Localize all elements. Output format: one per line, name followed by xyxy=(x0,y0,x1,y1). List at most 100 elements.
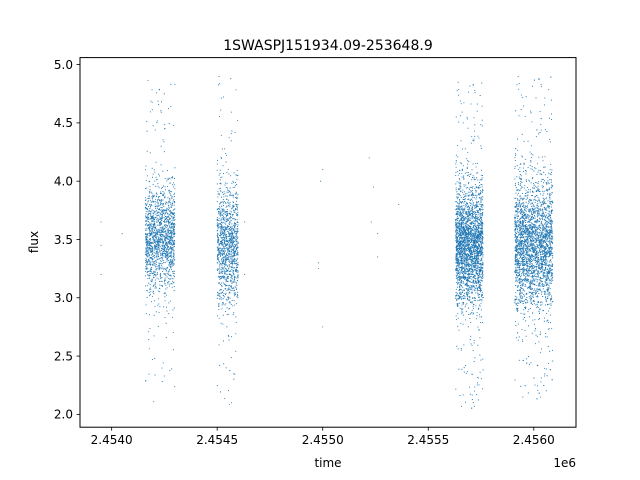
data-point xyxy=(219,223,221,225)
data-point xyxy=(172,261,174,263)
data-point xyxy=(234,243,236,245)
data-point xyxy=(156,215,159,217)
data-point xyxy=(223,266,226,268)
data-point xyxy=(170,194,172,196)
data-point xyxy=(478,286,480,289)
data-point xyxy=(157,202,159,204)
data-point xyxy=(224,272,226,274)
data-point xyxy=(167,235,169,237)
data-point xyxy=(148,251,150,254)
data-point xyxy=(225,198,227,200)
data-point xyxy=(228,194,231,196)
data-point xyxy=(157,236,159,238)
data-point xyxy=(226,219,228,221)
data-point xyxy=(459,209,461,211)
data-point xyxy=(227,298,229,300)
data-point xyxy=(149,244,151,247)
data-point xyxy=(461,169,463,171)
data-point xyxy=(149,218,151,220)
data-point xyxy=(456,272,458,274)
data-point xyxy=(159,241,161,244)
data-point xyxy=(230,357,232,359)
data-point xyxy=(471,237,473,239)
data-point xyxy=(220,322,222,324)
data-point xyxy=(170,215,173,217)
data-point xyxy=(227,288,229,290)
data-point xyxy=(171,219,173,222)
data-point xyxy=(168,255,171,257)
data-point xyxy=(145,267,147,269)
data-point xyxy=(149,225,151,227)
data-point xyxy=(165,211,167,213)
data-point xyxy=(171,239,173,241)
data-point xyxy=(157,211,159,213)
data-point xyxy=(473,267,475,269)
data-point xyxy=(236,296,238,298)
data-point xyxy=(233,274,235,276)
data-point xyxy=(157,220,160,222)
data-point xyxy=(169,226,171,228)
data-point xyxy=(230,78,232,80)
data-point xyxy=(469,244,471,246)
data-point xyxy=(463,221,465,223)
data-point xyxy=(467,307,470,309)
data-point xyxy=(457,206,459,208)
data-point xyxy=(157,203,159,205)
data-point xyxy=(165,269,167,271)
data-point xyxy=(170,248,173,250)
data-point xyxy=(160,207,162,209)
data-point xyxy=(234,245,237,247)
data-point xyxy=(233,287,235,289)
data-point xyxy=(462,308,464,310)
data-point xyxy=(149,205,151,207)
data-point xyxy=(477,263,479,265)
data-point xyxy=(463,274,465,276)
data-point xyxy=(160,235,162,237)
data-point xyxy=(236,174,238,176)
data-point xyxy=(233,245,235,247)
data-point xyxy=(231,243,233,246)
data-point xyxy=(474,92,476,94)
data-point xyxy=(473,138,475,140)
data-point xyxy=(475,232,477,234)
data-point xyxy=(155,266,157,268)
data-point xyxy=(147,331,149,333)
data-point xyxy=(234,261,236,263)
data-point xyxy=(149,186,151,188)
data-point xyxy=(170,265,172,268)
data-point xyxy=(482,277,484,279)
data-point xyxy=(463,219,465,221)
data-point xyxy=(464,226,467,228)
data-point xyxy=(163,193,165,195)
data-point xyxy=(152,223,154,225)
data-point xyxy=(216,234,218,236)
data-point xyxy=(471,206,473,208)
data-point xyxy=(232,259,234,261)
data-point xyxy=(148,218,150,220)
data-point xyxy=(153,213,155,215)
data-point xyxy=(481,188,483,191)
data-point xyxy=(474,183,476,185)
data-point xyxy=(146,290,148,292)
data-point xyxy=(234,263,236,265)
data-point xyxy=(164,243,166,245)
data-point xyxy=(221,148,223,150)
data-point xyxy=(231,215,233,217)
data-point xyxy=(153,229,156,231)
data-point xyxy=(154,223,156,225)
data-point xyxy=(152,252,154,255)
data-point xyxy=(218,193,220,195)
data-point xyxy=(166,248,168,250)
data-point xyxy=(151,231,153,233)
data-point xyxy=(479,321,482,324)
data-point xyxy=(166,234,168,236)
data-point xyxy=(467,272,470,274)
data-point xyxy=(165,267,167,269)
data-point xyxy=(147,240,149,242)
data-point xyxy=(233,204,235,206)
data-point xyxy=(460,282,463,284)
data-point xyxy=(155,185,157,187)
data-point xyxy=(162,199,164,201)
data-point xyxy=(156,178,158,180)
data-point xyxy=(145,180,147,182)
